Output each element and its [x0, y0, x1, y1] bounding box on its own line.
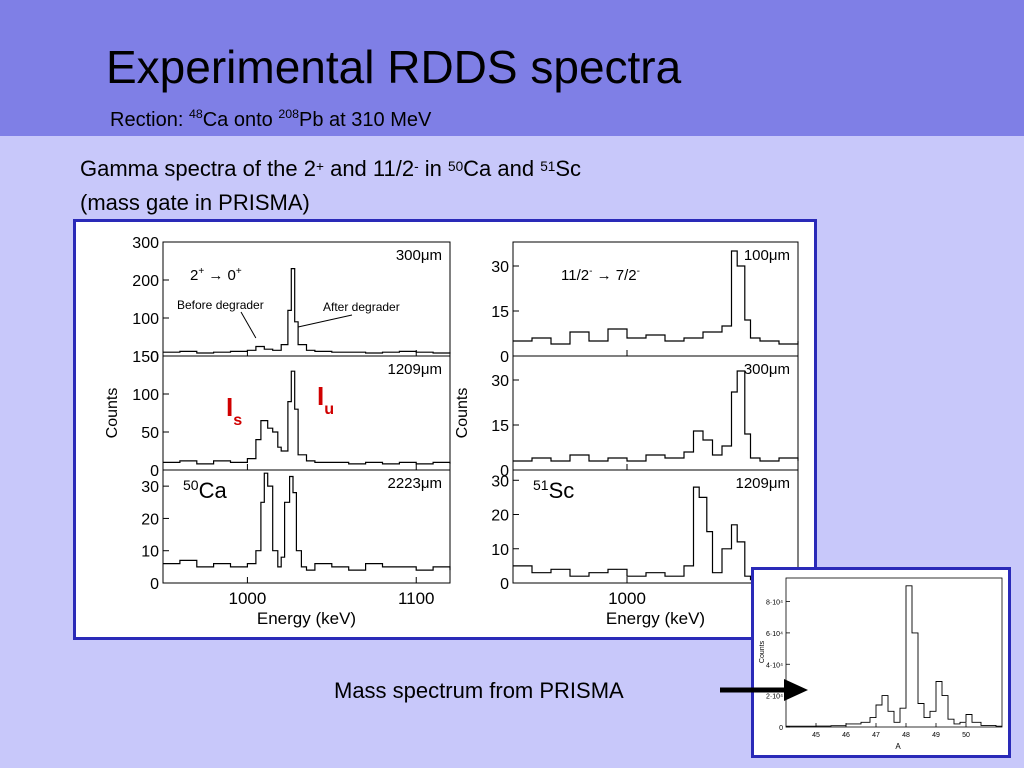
mass-x-tick-label: 46: [842, 732, 850, 739]
x-tick-label: 1000: [228, 589, 266, 608]
mass-x-tick-label: 49: [932, 732, 940, 739]
spectrum-line: [163, 472, 451, 571]
target-mass: 208: [278, 107, 300, 121]
nucleus-label: 50Ca: [183, 477, 227, 503]
caption-parity-2: -: [414, 159, 419, 174]
distance-label: 100μm: [744, 247, 790, 264]
after-degrader-label: After degrader: [323, 300, 400, 314]
spectrum-line: [163, 268, 451, 354]
transition-label: 2+ → 0+: [190, 266, 242, 284]
mass-y-tick-label: 4·10⁴: [766, 662, 783, 669]
y-tick-label: 30: [491, 373, 509, 390]
mass-y-tick-label: 2·10⁴: [766, 694, 783, 701]
caption-part-5: Sc: [555, 156, 582, 181]
y-tick-label: 15: [491, 304, 509, 321]
y-axis-label: Counts: [454, 388, 471, 439]
mass-x-tick-label: 48: [902, 732, 910, 739]
gamma-spectra-chart: 3002001000300μm1501005001209μm3020100222…: [104, 235, 799, 628]
reaction-prefix: Rection:: [110, 109, 189, 131]
y-tick-label: 0: [150, 576, 159, 593]
y-tick-label: 200: [132, 273, 159, 290]
caption-part-1: Gamma spectra of the 2: [80, 156, 316, 181]
reaction-subtitle: Rection: 48Ca onto 208Pb at 310 MeV: [110, 107, 432, 132]
y-tick-label: 100: [132, 311, 159, 328]
y-tick-label: 0: [500, 349, 509, 366]
caption-line-1: Gamma spectra of the 2+ and 11/2- in 50C…: [80, 152, 581, 186]
before-degrader-label: Before degrader: [177, 298, 264, 312]
distance-label: 1209μm: [735, 475, 790, 492]
distance-label: 1209μm: [387, 361, 442, 378]
distance-label: 300μm: [396, 247, 442, 264]
mass-x-axis-label: A: [895, 742, 901, 751]
y-tick-label: 20: [491, 508, 509, 525]
nucleus-label: 51Sc: [533, 477, 574, 503]
mass-frame: [785, 577, 1003, 728]
mass-y-tick-label: 6·10⁴: [766, 631, 783, 638]
mass-spectrum-label: Mass spectrum from PRISMA: [334, 678, 624, 703]
before-degrader-arrow: [240, 311, 257, 339]
y-tick-label: 30: [491, 259, 509, 276]
after-degrader-arrow: [297, 314, 353, 328]
slide-title: Experimental RDDS spectra: [106, 41, 682, 93]
beam-mass: 48: [188, 107, 203, 121]
y-tick-label: 20: [141, 511, 159, 528]
spectrum-line: [513, 250, 799, 345]
y-tick-label: 30: [141, 479, 159, 496]
gamma-spectra-panel: 300 200 100 0 300μm 150 100 50 0 1209μm 30 20 10 0 222…: [73, 219, 817, 640]
arrow-icon: [720, 679, 808, 701]
caption-line-2: (mass gate in PRISMA): [80, 190, 310, 215]
mass-y-axis-label: Counts: [759, 640, 766, 663]
y-tick-label: 30: [491, 473, 509, 490]
y-tick-label: 10: [491, 542, 509, 559]
target-text: Pb at 310 MeV: [299, 109, 432, 131]
spectrum-frame: [162, 469, 451, 584]
y-tick-label: 0: [150, 463, 159, 480]
mass-spectrum-panel: 0 2·10⁴ 4·10⁴ 6·10⁴ 8·10⁴ 45 46 47 48 49 50 A Counts: [751, 567, 1011, 758]
mass-x-tick-label: 50: [962, 732, 970, 739]
spectrum-line: [163, 370, 451, 465]
caption-mass-1: 50: [448, 159, 464, 174]
x-axis-label: Energy (keV): [606, 609, 705, 628]
mass-y-tick-label: 0: [779, 725, 783, 732]
y-tick-label: 15: [491, 418, 509, 435]
y-tick-label: 100: [132, 387, 159, 404]
caption-part-2: and 11/2: [323, 156, 415, 181]
y-tick-label: 50: [141, 425, 159, 442]
y-tick-label: 0: [500, 463, 509, 480]
beam-text: Ca onto: [202, 109, 279, 131]
caption-mass-2: 51: [540, 159, 556, 174]
title-banner: [0, 0, 1024, 136]
spectrum-frame: [512, 469, 799, 584]
y-tick-label: 150: [132, 349, 159, 366]
mass-spectrum-line: [786, 585, 1002, 727]
caption-parity-1: +: [316, 159, 324, 174]
caption-part-3: in: [418, 156, 448, 181]
x-tick-label: 1000: [608, 589, 646, 608]
mass-y-tick-label: 8·10⁴: [766, 600, 783, 607]
spectrum-line: [513, 486, 799, 581]
x-axis-label: Energy (keV): [257, 609, 356, 628]
mass-spectrum-chart: 0 2·10⁴ 4·10⁴ 6·10⁴ 8·10⁴ 45 46 47 48 49 50 A Counts: [759, 577, 1003, 751]
distance-label: 300μm: [744, 361, 790, 378]
y-tick-label: 0: [500, 576, 509, 593]
intensity-shifted-label: Is: [226, 392, 242, 429]
y-tick-label: 10: [141, 544, 159, 561]
y-tick-label: 0: [150, 349, 159, 366]
caption-part-4: Ca and: [463, 156, 541, 181]
intensity-unshifted-label: Iu: [317, 381, 334, 418]
mass-x-tick-label: 45: [812, 732, 820, 739]
distance-label: 2223μm: [387, 475, 442, 492]
spectrum-line: [513, 370, 799, 462]
y-tick-label: 300: [132, 235, 159, 252]
mass-x-tick-label: 47: [872, 732, 880, 739]
x-tick-label: 1100: [398, 589, 435, 608]
transition-label: 11/2- → 7/2-: [561, 266, 640, 284]
spectra-caption: Gamma spectra of the 2+ and 11/2- in 50C…: [80, 152, 581, 220]
y-axis-label: Counts: [104, 388, 121, 439]
